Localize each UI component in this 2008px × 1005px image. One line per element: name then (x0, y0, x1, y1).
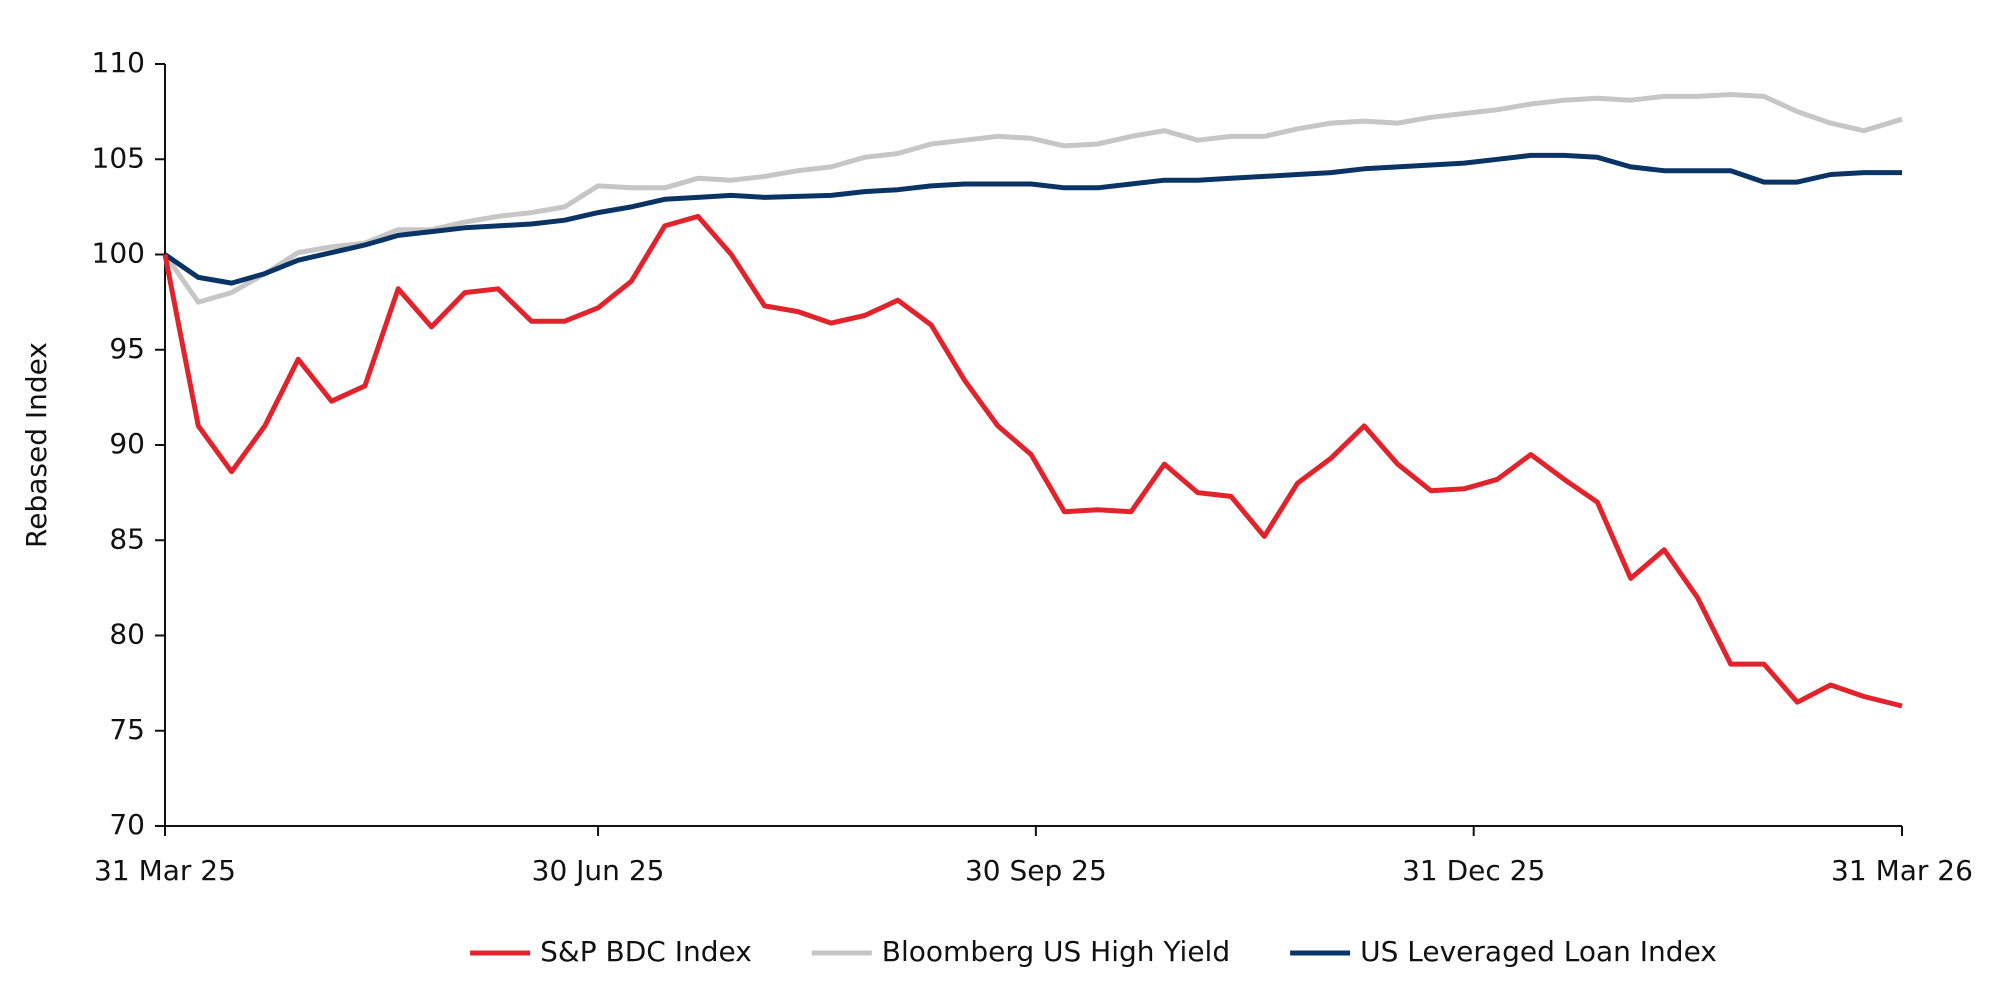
y-tick-label: 100 (92, 237, 145, 270)
legend-label: Bloomberg US High Yield (882, 935, 1230, 968)
x-tick-label: 31 Mar 26 (1831, 854, 1973, 887)
series-line (162, 92, 1903, 305)
y-tick-label: 95 (109, 332, 145, 365)
y-tick-label: 70 (109, 808, 145, 841)
series-line (162, 213, 1903, 709)
legend-label: S&P BDC Index (540, 935, 752, 968)
y-tick-label: 90 (109, 427, 145, 460)
y-tick-label: 105 (92, 141, 145, 174)
x-tick-label: 30 Sep 25 (965, 854, 1107, 887)
y-tick-label: 80 (109, 618, 145, 651)
x-tick-label: 31 Dec 25 (1402, 854, 1545, 887)
x-tick-label: 31 Mar 25 (94, 854, 236, 887)
legend-label: US Leveraged Loan Index (1360, 935, 1717, 968)
y-tick-label: 85 (109, 522, 145, 555)
x-tick-label: 30 Jun 25 (532, 854, 665, 887)
y-axis-label: Rebased Index (20, 342, 53, 548)
series-line (163, 152, 1902, 286)
y-tick-label: 110 (92, 46, 145, 79)
y-tick-label: 75 (109, 713, 145, 746)
